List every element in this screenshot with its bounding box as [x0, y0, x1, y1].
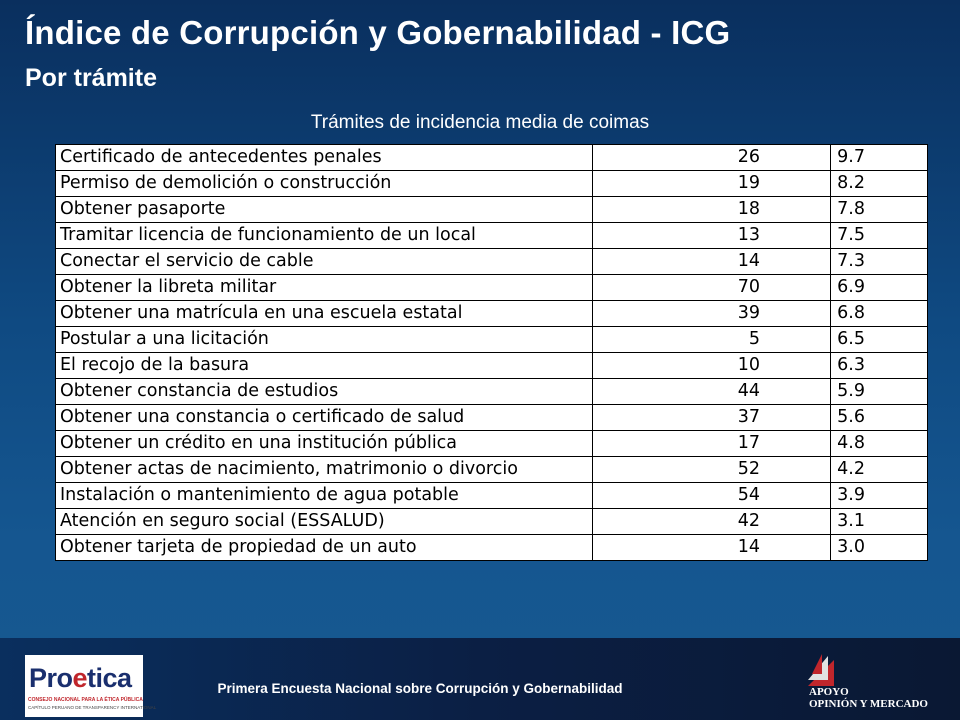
apoyo-line2: OPINIÓN Y MERCADO: [809, 698, 928, 710]
score-cell: 3.1: [830, 508, 928, 535]
table-row: Tramitar licencia de funcionamiento de u…: [55, 222, 928, 249]
count-cell: 37: [592, 404, 831, 431]
table-row: Obtener una matrícula en una escuela est…: [55, 300, 928, 327]
score-cell: 3.9: [830, 482, 928, 509]
table-row: El recojo de la basura 10 6.3: [55, 352, 928, 379]
count-cell: 26: [592, 144, 831, 171]
table-row: Postular a una licitación 5 6.5: [55, 326, 928, 353]
proetica-wordmark: Proetica: [29, 663, 132, 693]
score-cell: 5.6: [830, 404, 928, 431]
table-row: Obtener tarjeta de propiedad de un auto 1…: [55, 534, 928, 561]
tramite-cell: Obtener pasaporte: [55, 196, 593, 223]
score-cell: 8.2: [830, 170, 928, 197]
tramite-cell: Obtener un crédito en una institución pú…: [55, 430, 593, 457]
count-cell: 54: [592, 482, 831, 509]
tramite-cell: Conectar el servicio de cable: [55, 248, 593, 275]
table-row: Obtener un crédito en una institución pú…: [55, 430, 928, 457]
count-cell: 39: [592, 300, 831, 327]
count-cell: 18: [592, 196, 831, 223]
table-row: Permiso de demolición o construcción 19 8.…: [55, 170, 928, 197]
footer-bar: [0, 638, 960, 720]
table-row: Conectar el servicio de cable 14 7.3: [55, 248, 928, 275]
tramite-cell: Obtener tarjeta de propiedad de un auto: [55, 534, 593, 561]
count-cell: 10: [592, 352, 831, 379]
score-cell: 4.8: [830, 430, 928, 457]
page-title: Índice de Corrupción y Gobernabilidad - …: [25, 14, 731, 51]
tramite-cell: Postular a una licitación: [55, 326, 593, 353]
table-caption: Trámites de incidencia media de coimas: [310, 112, 650, 133]
score-cell: 6.3: [830, 352, 928, 379]
table-row: Instalación o mantenimiento de agua pota…: [55, 482, 928, 509]
tramite-cell: Tramitar licencia de funcionamiento de u…: [55, 222, 593, 249]
tramites-table: Certificado de antecedentes penales 26 9.7…: [55, 144, 928, 561]
score-cell: 6.5: [830, 326, 928, 353]
proetica-tagline: CONSEJO NACIONAL PARA LA ÉTICA PÚBLICA: [28, 697, 143, 703]
apoyo-emblem-icon: [808, 654, 834, 686]
tramite-cell: Permiso de demolición o construcción: [55, 170, 593, 197]
tramite-cell: El recojo de la basura: [55, 352, 593, 379]
tramite-cell: Instalación o mantenimiento de agua pota…: [55, 482, 593, 509]
apoyo-line1: APOYO: [809, 686, 849, 698]
count-cell: 14: [592, 248, 831, 275]
score-cell: 7.5: [830, 222, 928, 249]
table-row: Obtener actas de nacimiento, matrimonio …: [55, 456, 928, 483]
count-cell: 19: [592, 170, 831, 197]
table-row: Atención en seguro social (ESSALUD) 42 3.1: [55, 508, 928, 535]
tramite-cell: Obtener la libreta militar: [55, 274, 593, 301]
table-row: Obtener la libreta militar 70 6.9: [55, 274, 928, 301]
table-row: Obtener pasaporte 18 7.8: [55, 196, 928, 223]
score-cell: 6.8: [830, 300, 928, 327]
score-cell: 7.8: [830, 196, 928, 223]
count-cell: 17: [592, 430, 831, 457]
tramite-cell: Certificado de antecedentes penales: [55, 144, 593, 171]
page-subtitle: Por trámite: [25, 64, 157, 92]
count-cell: 14: [592, 534, 831, 561]
score-cell: 4.2: [830, 456, 928, 483]
count-cell: 13: [592, 222, 831, 249]
tramite-cell: Atención en seguro social (ESSALUD): [55, 508, 593, 535]
table-row: Obtener una constancia o certificado de …: [55, 404, 928, 431]
table-row: Obtener constancia de estudios 44 5.9: [55, 378, 928, 405]
proetica-subtagline: CAPÍTULO PERUANO DE TRANSPARENCY INTERNA…: [28, 705, 157, 710]
proetica-logo: Proetica CONSEJO NACIONAL PARA LA ÉTICA …: [25, 655, 156, 717]
score-cell: 6.9: [830, 274, 928, 301]
count-cell: 52: [592, 456, 831, 483]
count-cell: 5: [592, 326, 831, 353]
tramite-cell: Obtener una matrícula en una escuela est…: [55, 300, 593, 327]
count-cell: 70: [592, 274, 831, 301]
score-cell: 7.3: [830, 248, 928, 275]
table-row: Certificado de antecedentes penales 26 9.7: [55, 144, 928, 171]
score-cell: 3.0: [830, 534, 928, 561]
tramite-cell: Obtener actas de nacimiento, matrimonio …: [55, 456, 593, 483]
footer-text: Primera Encuesta Nacional sobre Corrupci…: [217, 681, 623, 696]
count-cell: 42: [592, 508, 831, 535]
apoyo-logo: APOYO OPINIÓN Y MERCADO: [806, 650, 944, 710]
score-cell: 9.7: [830, 144, 928, 171]
tramite-cell: Obtener una constancia o certificado de …: [55, 404, 593, 431]
score-cell: 5.9: [830, 378, 928, 405]
tramite-cell: Obtener constancia de estudios: [55, 378, 593, 405]
count-cell: 44: [592, 378, 831, 405]
